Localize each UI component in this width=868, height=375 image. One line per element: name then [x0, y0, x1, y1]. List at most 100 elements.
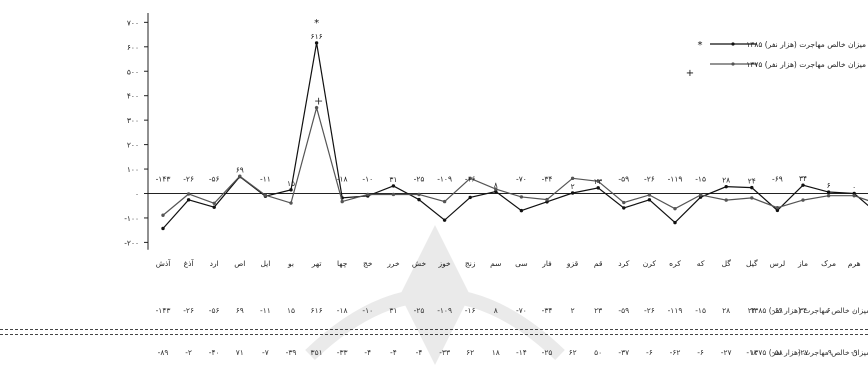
y-tick-label: ۴۰۰ — [127, 92, 139, 101]
table-cell: -۱۵ — [695, 306, 706, 315]
table-cell: ۶۲ — [466, 348, 475, 357]
legend-marker: + — [686, 68, 694, 79]
data-point — [468, 176, 472, 181]
data-point — [161, 226, 165, 231]
data-point — [263, 193, 268, 197]
x-tick-label: گل — [722, 259, 732, 268]
x-tick-label: آذغ — [184, 258, 195, 268]
table-cell: -۶۲ — [669, 348, 681, 357]
data-label: ۳۴ — [799, 174, 807, 183]
data-label: -۲۶ — [183, 175, 194, 184]
data-point — [826, 190, 831, 194]
table-cell: -۵۶ — [208, 306, 220, 315]
x-tick-label: گیل — [746, 259, 758, 268]
data-label: -۵۹ — [618, 175, 629, 184]
data-point — [647, 198, 652, 202]
data-label: -۳۴ — [542, 175, 553, 184]
y-tick-label: ۷۰۰ — [127, 18, 139, 27]
data-point — [340, 199, 344, 204]
data-label: ۲۸ — [722, 176, 730, 185]
table-row-1385: میزان خالص مهاجرت (هزار نفر) ۱۳۸۵ -۱۴۳ -۲… — [0, 306, 868, 322]
data-label: ۶۱۶ — [311, 32, 323, 41]
data-point — [186, 198, 191, 202]
data-point — [519, 195, 524, 199]
x-tick-label: سی — [515, 259, 528, 268]
table-cell: ۲ — [570, 306, 575, 315]
table-cell: -۱۱۹ — [667, 306, 683, 315]
x-tick-label: فار — [541, 259, 552, 268]
y-tick-label: -۱۰۰ — [124, 214, 139, 223]
y-tick-label: ۰ — [135, 190, 139, 199]
data-point — [519, 208, 524, 213]
table-cell: -۵۸ — [772, 348, 783, 357]
table-cell: ۱۵ — [286, 306, 296, 315]
data-point — [570, 176, 575, 181]
table-cell: -۶۹ — [772, 306, 783, 315]
x-tick-label: کرن — [643, 259, 657, 268]
table-cell: ۶ — [826, 306, 831, 315]
data-point — [442, 199, 447, 204]
table-cell: -۴ — [364, 348, 372, 357]
x-tick-label: کره — [669, 259, 681, 268]
data-label: ۳۱ — [389, 175, 397, 184]
table-cell: -۳۴ — [541, 306, 553, 315]
table-cell: -۱۱ — [260, 306, 271, 315]
data-point — [545, 197, 549, 202]
data-point — [468, 195, 472, 200]
data-point — [212, 205, 216, 209]
legend-label: میزان خالص مهاجرت (هزار نفر) ۱۳۸۵ — [746, 40, 866, 49]
table-cell: -۲۷ — [797, 348, 809, 357]
table-cell: -۱۰ — [362, 306, 374, 315]
table-cell: -۶ — [646, 348, 653, 357]
table-cell: -۱۰۹ — [437, 306, 452, 315]
x-tick-label: بو — [287, 259, 294, 268]
table-cell: -۲۶ — [644, 306, 655, 315]
data-point — [724, 184, 728, 189]
table-cell: -۷ — [262, 348, 269, 357]
x-tick-label: خش — [412, 259, 427, 268]
data-point — [647, 193, 652, 197]
data-point — [314, 105, 319, 110]
table-cell: -۱۴۳ — [155, 306, 171, 315]
x-tick-label: آذش — [156, 258, 171, 268]
table-cell: -۴ — [390, 348, 397, 357]
data-point — [186, 192, 191, 196]
x-tick-label: اص — [234, 259, 245, 268]
data-point — [391, 192, 396, 197]
table-cell: -۲۵ — [413, 306, 425, 315]
x-tick-label: هرم — [848, 259, 861, 268]
table-cell: -۴ — [415, 348, 423, 357]
table-cell: ۲۸ — [722, 306, 731, 315]
data-label: ۸ — [494, 181, 498, 190]
table-cell: ۶۲ — [568, 348, 577, 357]
x-tick-label: خج — [363, 259, 373, 268]
legend-point — [731, 62, 735, 66]
x-tick-label: زنج — [465, 259, 476, 268]
data-point — [673, 206, 677, 211]
table-cell: -۶ — [697, 348, 704, 357]
y-tick-label: ۱۰۰ — [127, 165, 139, 174]
x-tick-label: کرد — [618, 259, 629, 268]
data-point — [698, 193, 703, 197]
x-tick-label: چها — [337, 259, 348, 268]
data-point — [596, 186, 600, 190]
data-label: -۱۰۹ — [437, 175, 452, 184]
x-tick-label: ایل — [260, 259, 270, 268]
data-label: -۱۰ — [362, 175, 373, 184]
table-cell: ۸ — [493, 306, 498, 315]
peak-marker-1375: + — [314, 95, 323, 108]
data-label: -۲۵ — [414, 175, 425, 184]
data-point — [238, 174, 242, 178]
table-divider — [0, 329, 868, 330]
table-divider — [0, 334, 868, 335]
data-label: -۱۶ — [465, 175, 476, 184]
data-point — [801, 198, 805, 202]
x-tick-label: خرر — [386, 259, 400, 268]
data-label: ۲۴ — [748, 177, 756, 186]
table-cell: ۳۱ — [389, 306, 398, 315]
table-cell: ۶۹ — [235, 306, 244, 315]
data-point — [417, 197, 421, 202]
x-tick-label: تهر — [311, 259, 322, 268]
data-point — [570, 191, 575, 195]
x-tick-label: ماز — [797, 259, 808, 268]
